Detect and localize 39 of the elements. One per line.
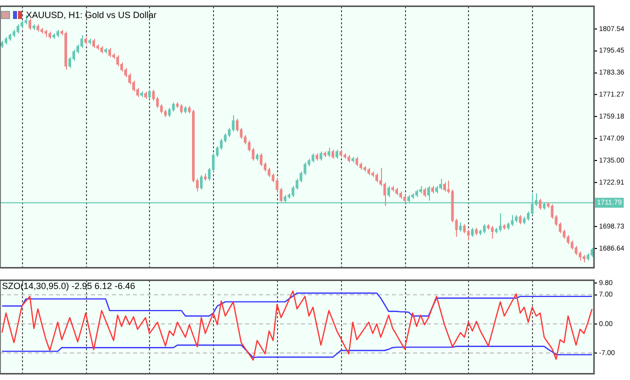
candlestick [24, 14, 28, 25]
candlestick [463, 224, 466, 234]
candlestick [439, 178, 442, 190]
candlestick [260, 152, 262, 167]
candlestick [268, 167, 270, 178]
candlestick [355, 156, 358, 167]
candlestick [116, 54, 119, 67]
candlestick [427, 186, 430, 202]
candlestick [92, 38, 96, 48]
candlestick [320, 151, 322, 162]
candlestick [483, 224, 486, 234]
candlestick [498, 212, 502, 232]
candlestick [328, 147, 330, 158]
candlestick [443, 182, 446, 192]
candlestick [467, 229, 470, 242]
candlestick [423, 187, 426, 198]
candlestick [387, 186, 390, 198]
candlestick [459, 222, 462, 232]
candlestick [375, 172, 378, 183]
candlestick [518, 214, 522, 225]
chart-title: SZO(14,30,95.0) -2.95 6.12 -6.46 [2, 281, 136, 291]
candlestick [336, 149, 338, 160]
candlestick [148, 89, 151, 100]
candlestick [590, 247, 594, 258]
candlestick [172, 102, 175, 112]
candlestick [491, 226, 494, 240]
candlestick [510, 214, 514, 227]
candlestick [566, 234, 570, 245]
chart-title: XAUUSD, H1: Gold vs US Dollar [26, 10, 157, 20]
candlestick [16, 24, 20, 34]
candlestick [232, 114, 235, 132]
candlestick [168, 107, 171, 118]
candlestick [312, 152, 314, 163]
candlestick [471, 227, 474, 238]
candlestick [332, 149, 334, 160]
candlestick [180, 104, 183, 114]
candlestick [108, 47, 111, 58]
candlestick [28, 18, 32, 30]
candlestick [200, 174, 203, 190]
